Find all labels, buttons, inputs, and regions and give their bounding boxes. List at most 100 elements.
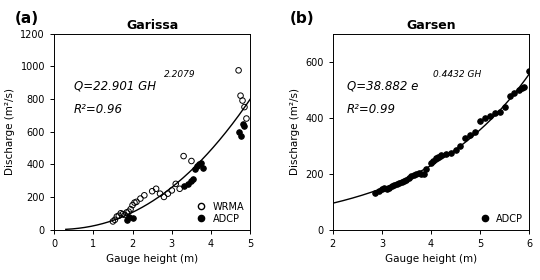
Point <box>128 216 137 220</box>
Point <box>114 213 123 218</box>
Point <box>120 213 129 217</box>
Point <box>148 189 157 193</box>
Point <box>234 129 243 134</box>
Point <box>130 200 139 205</box>
Point <box>191 167 200 171</box>
Point <box>395 181 403 186</box>
Point <box>126 207 135 211</box>
Point <box>414 171 423 175</box>
Point <box>466 133 475 137</box>
Point <box>441 152 450 156</box>
Point <box>140 193 149 198</box>
Point <box>189 177 198 181</box>
Text: (b): (b) <box>289 11 314 26</box>
Point <box>156 192 164 196</box>
Point <box>505 94 514 98</box>
Y-axis label: Discharge (m²/s): Discharge (m²/s) <box>290 88 300 175</box>
Text: Q=38.882 e: Q=38.882 e <box>347 80 418 92</box>
Point <box>420 171 428 176</box>
Y-axis label: Discharge (m²/s): Discharge (m²/s) <box>5 88 15 175</box>
Title: Garsen: Garsen <box>406 19 456 32</box>
Point <box>422 166 430 171</box>
Point <box>447 150 455 155</box>
Text: Q=22.901 GH: Q=22.901 GH <box>73 80 156 92</box>
Point <box>124 215 133 220</box>
Point <box>238 98 247 103</box>
Point <box>400 179 408 184</box>
Point <box>187 178 196 183</box>
Point <box>195 162 204 167</box>
Point <box>520 85 529 89</box>
Text: (a): (a) <box>15 11 39 26</box>
Point <box>429 159 438 163</box>
Point <box>409 173 418 177</box>
Point <box>456 144 465 148</box>
Point <box>417 171 426 176</box>
Point <box>436 153 445 158</box>
Legend: ADCP: ADCP <box>474 213 524 225</box>
Point <box>128 203 137 207</box>
Legend: WRMA, ADCP: WRMA, ADCP <box>191 201 246 225</box>
Point <box>171 182 180 186</box>
Point <box>387 184 396 188</box>
Point <box>117 211 125 216</box>
Title: Garissa: Garissa <box>126 19 178 32</box>
Text: R²=0.99: R²=0.99 <box>347 103 396 116</box>
Point <box>510 91 519 95</box>
Point <box>382 187 391 191</box>
Point <box>118 212 127 216</box>
Text: R²=0.96: R²=0.96 <box>73 103 123 116</box>
Point <box>501 105 509 109</box>
Point <box>124 209 133 214</box>
Point <box>123 218 131 222</box>
Point <box>136 196 145 201</box>
Point <box>525 68 534 73</box>
Point <box>132 200 141 204</box>
Point <box>528 66 536 70</box>
Text: 2.2079: 2.2079 <box>164 70 195 79</box>
Point <box>111 218 119 222</box>
Point <box>385 185 394 190</box>
Point <box>123 210 131 215</box>
Point <box>476 119 484 123</box>
Point <box>397 180 406 184</box>
Point <box>152 186 160 191</box>
Point <box>112 214 121 219</box>
Point <box>481 116 489 120</box>
Point <box>451 148 460 153</box>
Point <box>490 111 499 116</box>
Point <box>240 124 249 128</box>
Point <box>236 94 245 98</box>
Point <box>109 219 117 224</box>
Point <box>485 114 494 118</box>
X-axis label: Gauge height (m): Gauge height (m) <box>106 254 198 264</box>
Point <box>471 130 480 134</box>
Point <box>160 195 168 199</box>
Point <box>199 166 207 171</box>
Point <box>240 105 249 109</box>
Point <box>461 136 470 140</box>
Point <box>393 182 401 186</box>
Point <box>164 192 172 196</box>
Point <box>193 164 201 168</box>
Point <box>402 178 411 182</box>
Point <box>404 176 413 180</box>
Point <box>515 88 524 92</box>
Point <box>167 188 176 193</box>
Point <box>370 191 379 195</box>
Point <box>179 183 188 188</box>
Point <box>197 160 206 165</box>
Point <box>390 183 399 188</box>
Point <box>377 187 386 191</box>
Point <box>179 154 188 158</box>
Point <box>183 182 192 186</box>
Point <box>176 186 184 191</box>
Point <box>434 155 443 159</box>
Point <box>238 122 247 127</box>
Point <box>242 116 251 121</box>
Point <box>412 172 421 176</box>
Point <box>495 110 504 114</box>
Point <box>427 161 435 165</box>
Point <box>380 186 389 191</box>
Point <box>236 134 245 138</box>
